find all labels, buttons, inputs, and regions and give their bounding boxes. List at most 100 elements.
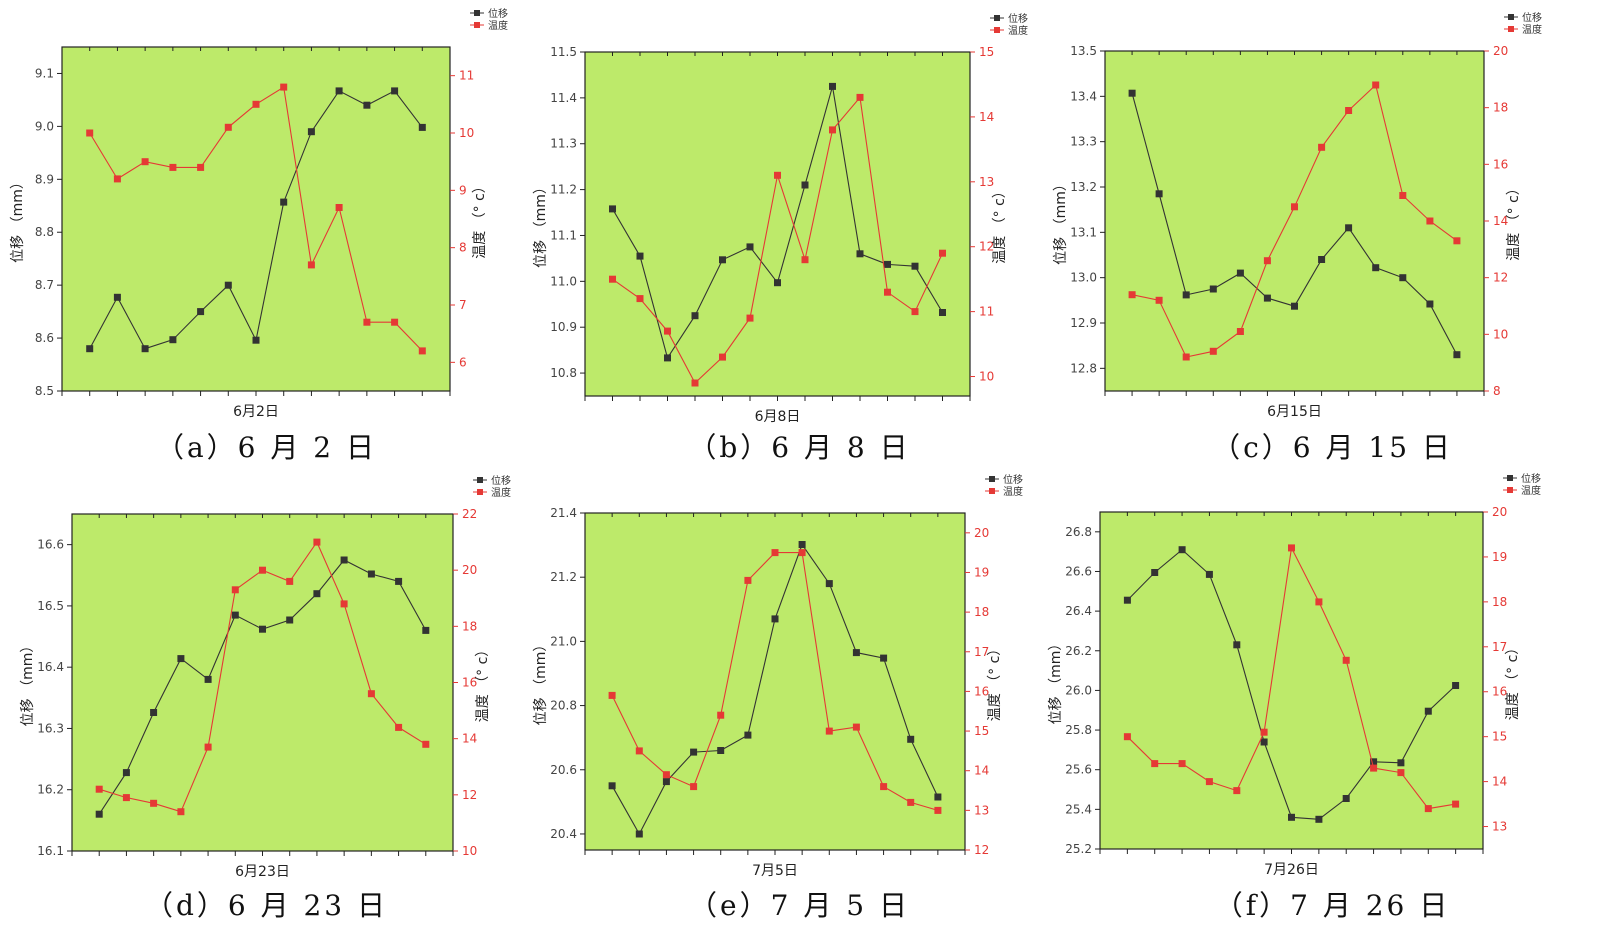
y2-tick-label-c-2: 12 <box>1493 271 1508 285</box>
plot-area-c <box>1104 50 1485 392</box>
point-displacement-e-10 <box>880 654 888 662</box>
y-tick-label-f-6: 26.4 <box>1065 604 1092 618</box>
y-tick-label-a-2: 8.7 <box>35 278 54 292</box>
y2-tick-label-d-3: 16 <box>462 676 477 690</box>
y-tick-label-b-7: 11.5 <box>550 45 577 59</box>
y2-tick-label-e-1: 13 <box>974 803 989 817</box>
legend-marker-temperature-b <box>994 27 1000 33</box>
y2-tick-label-b-3: 13 <box>979 175 994 189</box>
y2-tick-label-c-6: 20 <box>1493 44 1508 58</box>
point-temperature-b-5 <box>746 314 754 322</box>
y-tick-label-c-5: 13.3 <box>1070 135 1097 149</box>
point-temperature-a-4 <box>197 163 205 171</box>
y2-tick-label-d-1: 12 <box>462 788 477 802</box>
point-temperature-d-11 <box>395 723 403 731</box>
y2-tick-label-f-7: 20 <box>1492 505 1507 519</box>
point-displacement-b-2 <box>664 354 671 362</box>
y-tick-label-b-0: 10.8 <box>550 366 577 380</box>
point-temperature-e-8 <box>825 727 833 735</box>
point-temperature-c-4 <box>1236 328 1244 335</box>
legend-label-displacement-f: 位移 <box>1521 472 1541 485</box>
point-displacement-d-8 <box>313 590 321 598</box>
point-displacement-a-9 <box>335 87 343 95</box>
y-tick-label-b-3: 11.1 <box>550 228 577 242</box>
point-displacement-d-2 <box>150 709 158 716</box>
y-tick-label-a-4: 8.9 <box>35 172 54 186</box>
point-displacement-e-0 <box>608 782 616 790</box>
point-temperature-b-0 <box>609 275 616 283</box>
point-temperature-b-4 <box>719 353 726 361</box>
legend-label-displacement-a: 位移 <box>488 7 508 20</box>
point-displacement-a-10 <box>363 101 371 109</box>
point-displacement-f-0 <box>1123 596 1131 604</box>
y-tick-label-e-5: 21.4 <box>550 506 577 520</box>
y2-tick-label-a-3: 9 <box>459 183 467 197</box>
point-temperature-b-11 <box>911 308 919 316</box>
point-displacement-c-1 <box>1155 190 1163 198</box>
legend-label-displacement-e: 位移 <box>1003 473 1023 486</box>
y2-tick-label-e-4: 16 <box>974 684 989 698</box>
point-temperature-a-12 <box>418 347 426 355</box>
point-displacement-e-7 <box>798 541 806 548</box>
point-displacement-f-12 <box>1452 682 1460 689</box>
caption-d: （d）6 月 23 日 <box>144 889 389 922</box>
point-temperature-d-9 <box>340 600 348 608</box>
point-displacement-a-5 <box>224 281 232 289</box>
point-temperature-b-9 <box>856 93 864 101</box>
point-temperature-a-0 <box>86 129 94 137</box>
point-temperature-c-11 <box>1426 217 1434 225</box>
point-displacement-c-10 <box>1399 274 1407 282</box>
y-axis-label-e: 位移 （mm） <box>533 638 549 726</box>
y2-tick-label-b-0: 10 <box>979 370 994 384</box>
y2-tick-label-f-2: 15 <box>1492 730 1507 744</box>
point-temperature-d-2 <box>150 799 158 807</box>
point-displacement-a-4 <box>197 308 205 316</box>
point-temperature-f-1 <box>1151 760 1159 768</box>
y2-tick-label-f-0: 13 <box>1492 820 1507 834</box>
x-axis-label-c: 6月15日 <box>1267 404 1322 420</box>
legend-marker-temperature-a <box>474 22 480 28</box>
point-displacement-a-6 <box>252 336 260 344</box>
point-displacement-c-12 <box>1453 351 1461 359</box>
legend-label-temperature-c: 温度 <box>1522 23 1542 36</box>
legend-marker-temperature-c <box>1508 26 1514 32</box>
point-temperature-e-2 <box>662 771 670 779</box>
point-temperature-a-7 <box>280 83 288 91</box>
y2-axis-label-f: 温度 （° c） <box>1505 641 1521 721</box>
y2-tick-label-f-4: 17 <box>1492 640 1507 654</box>
y-tick-label-a-5: 9.0 <box>35 119 54 133</box>
point-displacement-e-5 <box>744 731 752 739</box>
point-temperature-d-5 <box>231 586 239 594</box>
point-temperature-c-2 <box>1182 353 1190 361</box>
point-temperature-a-1 <box>113 175 121 183</box>
y-tick-label-d-3: 16.4 <box>37 660 64 674</box>
legend-label-temperature-f: 温度 <box>1521 484 1541 497</box>
point-temperature-a-3 <box>169 163 177 171</box>
point-temperature-d-6 <box>259 566 266 574</box>
y2-tick-label-c-4: 16 <box>1493 157 1508 171</box>
y2-tick-label-f-3: 16 <box>1492 685 1507 699</box>
y-tick-label-b-1: 10.9 <box>550 320 577 334</box>
point-temperature-f-8 <box>1342 656 1350 664</box>
point-displacement-e-9 <box>852 649 860 657</box>
y2-tick-label-c-0: 8 <box>1493 384 1501 398</box>
point-temperature-a-10 <box>363 318 371 326</box>
point-displacement-d-5 <box>231 611 239 619</box>
y2-tick-label-c-5: 18 <box>1493 101 1508 115</box>
legend-marker-displacement-b <box>994 15 1000 21</box>
y-tick-label-b-2: 11.0 <box>550 274 577 288</box>
point-temperature-e-6 <box>771 549 779 557</box>
y2-tick-label-e-2: 14 <box>974 764 989 778</box>
point-displacement-b-12 <box>939 309 946 316</box>
point-temperature-b-8 <box>829 126 836 134</box>
point-temperature-a-2 <box>141 158 149 166</box>
y2-tick-label-a-2: 8 <box>459 241 467 255</box>
point-temperature-e-3 <box>690 783 698 791</box>
point-temperature-a-5 <box>224 123 232 131</box>
point-displacement-a-8 <box>307 128 315 136</box>
point-displacement-e-4 <box>717 747 725 754</box>
legend-marker-temperature-d <box>477 489 483 495</box>
point-displacement-e-2 <box>662 778 670 786</box>
caption-c: （c）6 月 15 日 <box>1212 431 1453 464</box>
y2-tick-label-b-2: 12 <box>979 240 994 254</box>
